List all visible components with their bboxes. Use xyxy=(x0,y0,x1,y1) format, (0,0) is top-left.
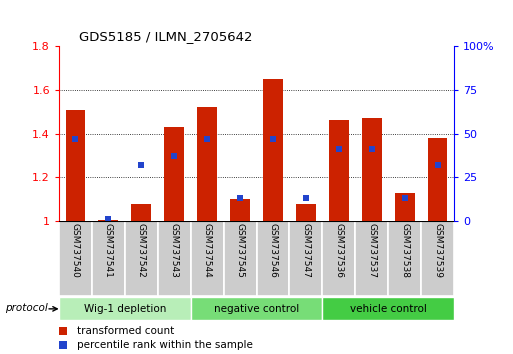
Text: GSM737544: GSM737544 xyxy=(203,223,212,278)
Bar xyxy=(296,204,315,221)
Text: GDS5185 / ILMN_2705642: GDS5185 / ILMN_2705642 xyxy=(79,30,252,44)
Text: GSM737543: GSM737543 xyxy=(170,223,179,278)
Bar xyxy=(388,221,421,296)
Text: GSM737541: GSM737541 xyxy=(104,223,113,278)
Bar xyxy=(92,221,125,296)
Bar xyxy=(59,297,191,320)
Bar xyxy=(289,221,322,296)
Bar xyxy=(164,127,184,221)
Text: transformed count: transformed count xyxy=(77,326,174,336)
Text: GSM737538: GSM737538 xyxy=(400,223,409,279)
Bar xyxy=(197,107,217,221)
Bar xyxy=(355,221,388,296)
Text: Wig-1 depletion: Wig-1 depletion xyxy=(84,304,166,314)
Bar xyxy=(428,138,447,221)
Text: GSM737546: GSM737546 xyxy=(268,223,278,278)
Text: GSM737545: GSM737545 xyxy=(235,223,245,278)
Bar xyxy=(322,297,454,320)
Bar xyxy=(322,221,355,296)
Bar xyxy=(191,221,224,296)
Bar xyxy=(362,118,382,221)
Bar xyxy=(421,221,454,296)
Text: vehicle control: vehicle control xyxy=(350,304,427,314)
Text: GSM737537: GSM737537 xyxy=(367,223,376,279)
Bar xyxy=(59,221,92,296)
Text: GSM737542: GSM737542 xyxy=(137,223,146,278)
Text: GSM737547: GSM737547 xyxy=(301,223,310,278)
Text: negative control: negative control xyxy=(214,304,299,314)
Bar xyxy=(394,193,415,221)
Bar xyxy=(256,221,289,296)
Text: GSM737536: GSM737536 xyxy=(334,223,343,279)
Bar xyxy=(224,221,256,296)
Text: GSM737540: GSM737540 xyxy=(71,223,80,278)
Bar xyxy=(98,220,118,221)
Bar xyxy=(131,204,151,221)
Bar xyxy=(66,109,85,221)
Bar xyxy=(191,297,322,320)
Text: percentile rank within the sample: percentile rank within the sample xyxy=(77,340,252,350)
Bar xyxy=(329,120,349,221)
Bar xyxy=(263,79,283,221)
Bar xyxy=(125,221,158,296)
Bar xyxy=(230,199,250,221)
Text: protocol: protocol xyxy=(5,303,48,313)
Bar xyxy=(158,221,191,296)
Text: GSM737539: GSM737539 xyxy=(433,223,442,279)
